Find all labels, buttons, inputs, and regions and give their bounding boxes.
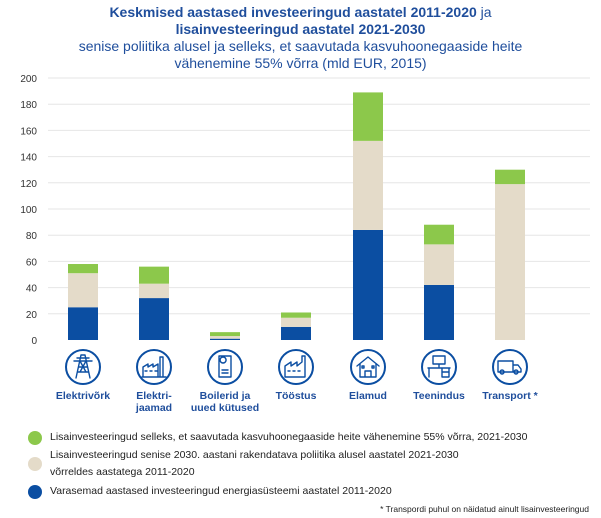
- power-pylon-icon: [65, 349, 101, 385]
- chart-title: Keskmised aastased investeeringud aastat…: [0, 4, 601, 72]
- legend-label-blue: Varasemad aastased investeeringud energi…: [50, 485, 392, 497]
- power-plant-icon-ring: [136, 349, 172, 385]
- y-tick-label-60: 60: [26, 257, 38, 268]
- x-category-label-3: Tööstus: [276, 390, 317, 402]
- legend-label-green: Lisainvesteeringud selleks, et saavutada…: [50, 431, 528, 443]
- house-icon-ring: [350, 349, 386, 385]
- truck-icon: [492, 349, 528, 385]
- bar-blue-2: [210, 338, 240, 340]
- y-tick-label-0: 0: [31, 336, 37, 347]
- legend-label-beige-line2: võrreldes aastatega 2011-2020: [50, 466, 195, 478]
- office-desk-icon: [421, 349, 457, 385]
- boiler-icon: [207, 349, 243, 385]
- legend-item-blue: Varasemad aastased investeeringud energi…: [28, 483, 588, 501]
- y-tick-label-20: 20: [26, 310, 38, 321]
- bar-green-3: [281, 312, 311, 318]
- factory-icon-ring: [278, 349, 314, 385]
- pylon-shape: [73, 354, 93, 379]
- bar-beige-4: [353, 140, 383, 230]
- title-line2: lisainvesteeringud aastatel 2021-2030: [175, 21, 426, 37]
- bar-green-2: [210, 332, 240, 337]
- x-category-label-2-line1: Boilerid ja: [200, 390, 251, 402]
- truck-icon-ring: [492, 349, 528, 385]
- bar-green-6: [495, 169, 525, 185]
- boiler-shape: [218, 355, 232, 378]
- legend-label-beige-line1: Lisainvesteeringud senise 2030. aastani …: [50, 449, 459, 461]
- x-category-label-1-line2: jaamad: [135, 402, 172, 414]
- legend-item-beige: Lisainvesteeringud senise 2030. aastani …: [28, 447, 588, 483]
- x-category-label-5: Teenindus: [413, 390, 465, 402]
- y-tick-label-40: 40: [26, 284, 38, 295]
- subtitle-line1: senise poliitika alusel ja selleks, et s…: [78, 38, 523, 54]
- x-category-label-2-line2: uued kütused: [191, 402, 259, 414]
- bar-beige-6: [495, 184, 525, 340]
- bar-beige-0: [68, 273, 98, 308]
- title-line1-rest: ja: [476, 4, 492, 20]
- house-shape: [356, 356, 380, 378]
- truck-shape: [497, 360, 522, 375]
- bar-green-0: [68, 264, 98, 274]
- house-icon: [350, 349, 386, 385]
- y-tick-label-100: 100: [20, 205, 37, 216]
- stacked-bar-chart: 0 20 40 60 80 100 120 140 160 180 200 Elektrivõrk El…: [20, 74, 590, 414]
- subtitle-line2: vähenemine 55% võrra (mld EUR, 2015): [174, 55, 427, 71]
- legend-swatch-beige: [28, 457, 42, 471]
- boiler-icon-ring: [207, 349, 243, 385]
- legend-swatch-green: [28, 431, 42, 445]
- legend: Lisainvesteeringud selleks, et saavutada…: [28, 429, 588, 501]
- bar-beige-2: [210, 336, 240, 339]
- x-category-label-0: Elektrivõrk: [56, 390, 110, 402]
- power-plant-icon: [136, 349, 172, 385]
- bar-blue-4: [353, 229, 383, 340]
- title-line1-bold: Keskmised aastased investeeringud aastat…: [109, 4, 477, 20]
- power-pylon-icon-ring: [65, 349, 101, 385]
- bar-beige-5: [424, 244, 454, 285]
- y-tick-label-120: 120: [20, 179, 37, 190]
- bar-blue-1: [139, 298, 169, 340]
- factory-shape: [284, 355, 306, 378]
- factory-icon: [278, 349, 314, 385]
- plant-shape: [141, 356, 167, 378]
- bar-blue-5: [424, 284, 454, 340]
- bar-green-4: [353, 92, 383, 141]
- y-tick-label-140: 140: [20, 153, 37, 164]
- y-tick-label-80: 80: [26, 231, 38, 242]
- x-category-label-4: Elamud: [349, 390, 387, 402]
- x-category-label-1-line1: Elektri-: [136, 390, 172, 402]
- office-desk-icon-ring: [421, 349, 457, 385]
- y-tick-label-200: 200: [20, 74, 37, 85]
- bar-beige-1: [139, 283, 169, 299]
- bar-green-1: [139, 266, 169, 284]
- y-tick-label-160: 160: [20, 126, 37, 137]
- legend-item-green: Lisainvesteeringud selleks, et saavutada…: [28, 429, 588, 447]
- bar-green-5: [424, 224, 454, 245]
- bar-blue-0: [68, 307, 98, 340]
- legend-swatch-blue: [28, 485, 42, 499]
- desk-shape: [427, 355, 451, 378]
- footnote: * Transpordi puhul on näidatud ainult li…: [380, 504, 589, 514]
- y-tick-label-180: 180: [20, 100, 37, 111]
- x-category-label-6: Transport *: [482, 390, 538, 402]
- bar-beige-3: [281, 317, 311, 327]
- bar-blue-3: [281, 326, 311, 340]
